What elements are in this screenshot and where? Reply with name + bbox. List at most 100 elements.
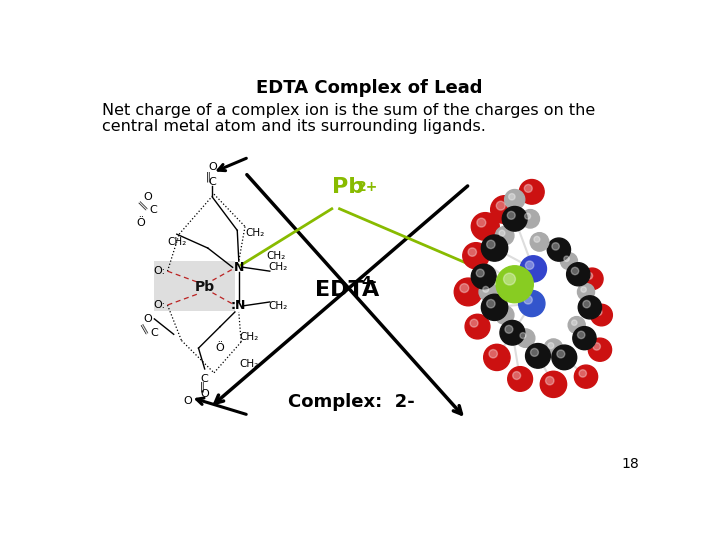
Circle shape <box>581 268 603 289</box>
Circle shape <box>567 262 590 286</box>
Circle shape <box>483 286 489 292</box>
Text: C: C <box>201 374 209 384</box>
Text: Pb: Pb <box>194 280 215 294</box>
Circle shape <box>548 342 554 348</box>
Circle shape <box>472 264 496 289</box>
Circle shape <box>454 278 482 306</box>
Text: Ö: Ö <box>137 218 145 228</box>
Circle shape <box>571 267 579 275</box>
Text: O: O <box>144 192 153 202</box>
Circle shape <box>547 238 570 261</box>
Circle shape <box>583 300 590 308</box>
Circle shape <box>465 314 490 339</box>
Circle shape <box>495 226 514 245</box>
Circle shape <box>508 367 533 392</box>
Text: O:: O: <box>153 266 166 276</box>
Circle shape <box>508 211 516 219</box>
Text: ‖: ‖ <box>200 381 204 392</box>
Text: CH₂: CH₂ <box>167 237 186 247</box>
Circle shape <box>496 266 534 303</box>
Text: CH₂: CH₂ <box>239 332 258 342</box>
Circle shape <box>477 218 486 227</box>
Circle shape <box>463 242 489 269</box>
Circle shape <box>564 256 570 261</box>
Text: :N: :N <box>231 299 246 312</box>
Circle shape <box>508 193 515 200</box>
Circle shape <box>460 284 469 293</box>
Circle shape <box>530 233 549 251</box>
Circle shape <box>593 343 600 350</box>
Text: CH₂: CH₂ <box>268 262 287 272</box>
Text: C: C <box>150 328 158 338</box>
Circle shape <box>472 213 499 240</box>
Circle shape <box>531 348 539 356</box>
Text: 4-: 4- <box>361 275 377 289</box>
Text: O: O <box>200 389 209 400</box>
Circle shape <box>482 294 508 320</box>
Circle shape <box>577 284 595 300</box>
Circle shape <box>490 195 518 224</box>
Circle shape <box>479 283 498 301</box>
Circle shape <box>484 345 510 370</box>
Circle shape <box>518 291 545 316</box>
Circle shape <box>581 287 586 292</box>
Text: 18: 18 <box>621 457 639 470</box>
Circle shape <box>503 206 527 231</box>
Circle shape <box>544 339 563 357</box>
Circle shape <box>572 320 577 326</box>
Circle shape <box>468 248 477 256</box>
Text: EDTA Complex of Lead: EDTA Complex of Lead <box>256 79 482 97</box>
Text: Pb: Pb <box>332 177 364 197</box>
Circle shape <box>524 295 532 304</box>
Circle shape <box>482 235 508 261</box>
Circle shape <box>520 333 526 339</box>
Text: CH₂: CH₂ <box>268 301 287 311</box>
Circle shape <box>487 300 495 308</box>
Text: 2+: 2+ <box>356 180 378 194</box>
Circle shape <box>495 306 514 325</box>
Circle shape <box>524 185 532 192</box>
Circle shape <box>499 309 505 315</box>
Text: O: O <box>144 314 153 324</box>
Text: O: O <box>184 396 192 406</box>
Circle shape <box>520 256 546 282</box>
Circle shape <box>575 365 598 388</box>
Circle shape <box>500 320 525 345</box>
Circle shape <box>505 326 513 333</box>
Text: CH₂: CH₂ <box>239 359 258 369</box>
Circle shape <box>560 253 577 269</box>
Circle shape <box>534 237 540 242</box>
Text: central metal atom and its surrounding ligands.: central metal atom and its surrounding l… <box>102 119 485 134</box>
Text: C: C <box>209 177 216 187</box>
Circle shape <box>526 343 550 368</box>
Text: Net charge of a complex ion is the sum of the charges on the: Net charge of a complex ion is the sum o… <box>102 103 595 118</box>
Circle shape <box>578 296 601 319</box>
Circle shape <box>546 376 554 385</box>
Circle shape <box>526 261 534 269</box>
Text: CH₂: CH₂ <box>246 228 265 238</box>
Text: ‖: ‖ <box>205 171 210 181</box>
Circle shape <box>519 179 544 204</box>
Text: O: O <box>208 162 217 172</box>
Text: CH₂: CH₂ <box>266 251 286 261</box>
Text: EDTA: EDTA <box>315 280 379 300</box>
Circle shape <box>505 190 525 210</box>
Circle shape <box>470 319 478 327</box>
Text: ‖: ‖ <box>140 322 149 334</box>
Circle shape <box>590 304 612 326</box>
Circle shape <box>573 327 596 350</box>
Circle shape <box>588 338 611 361</box>
Circle shape <box>513 372 521 380</box>
Circle shape <box>579 370 587 377</box>
Circle shape <box>521 210 539 228</box>
Text: Ö: Ö <box>216 343 225 353</box>
Circle shape <box>503 273 516 285</box>
Text: N: N <box>233 261 244 274</box>
Circle shape <box>489 349 498 358</box>
Circle shape <box>496 201 505 210</box>
Text: ‖: ‖ <box>138 199 148 211</box>
Circle shape <box>525 213 531 219</box>
Circle shape <box>577 331 585 339</box>
Circle shape <box>585 272 593 279</box>
Circle shape <box>476 269 484 277</box>
